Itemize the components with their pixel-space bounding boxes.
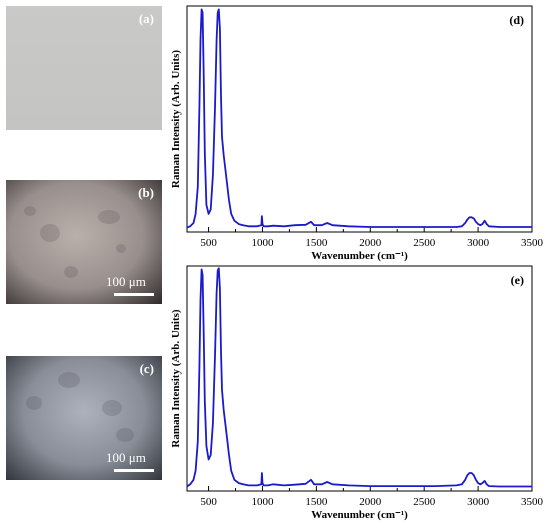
x-tick-label: 3500 xyxy=(521,237,544,249)
scale-bar-c xyxy=(114,469,154,472)
scale-bar-b xyxy=(114,293,154,296)
x-tick-label: 1000 xyxy=(251,496,274,508)
micrograph-b: (b) 100 μm xyxy=(6,180,162,304)
micrograph-c: (c) 100 μm xyxy=(6,356,162,480)
panel-label: (e) xyxy=(511,273,524,287)
y-axis-label: Raman Intensity (Arb. Units) xyxy=(170,309,182,447)
x-tick-label: 2500 xyxy=(413,496,436,508)
x-tick-label: 3000 xyxy=(467,237,490,249)
panel-label-a: (a) xyxy=(138,11,154,26)
plot-frame xyxy=(186,265,533,492)
x-tick-label: 500 xyxy=(200,237,217,249)
x-tick-label: 1500 xyxy=(305,237,328,249)
x-tick-label: 1500 xyxy=(305,496,328,508)
raman-chart-d: 500 1000 1500 2000 2500 3000 3500 Wavenumber (c… xyxy=(170,5,544,262)
raman-chart-e: 500 1000 1500 2000 2500 3000 3500 Wavenumber (c… xyxy=(170,265,544,521)
x-tick-label: 1000 xyxy=(251,237,274,249)
panel-label-c: (c) xyxy=(139,361,154,376)
x-tick-label: 2000 xyxy=(359,496,382,508)
x-tick-label: 3500 xyxy=(521,496,544,508)
x-tick-label: 2500 xyxy=(413,237,436,249)
x-tick-label: 2000 xyxy=(359,237,382,249)
micrograph-a: (a) xyxy=(6,6,162,130)
spectrum-line xyxy=(186,8,532,229)
scale-bar-label-c: 100 μm xyxy=(106,450,146,465)
spectrum-line xyxy=(186,267,532,488)
y-axis-label: Raman Intensity (Arb. Units) xyxy=(170,50,182,188)
x-axis-label: Wavenumber (cm⁻¹) xyxy=(311,509,408,521)
plot-frame xyxy=(186,5,533,233)
panel-label-b: (b) xyxy=(138,185,154,200)
x-tick-label: 3000 xyxy=(467,496,490,508)
panel-label: (d) xyxy=(509,13,524,27)
scale-bar-label-b: 100 μm xyxy=(106,274,146,289)
x-tick-label: 500 xyxy=(200,496,217,508)
x-axis-label: Wavenumber (cm⁻¹) xyxy=(311,250,408,262)
